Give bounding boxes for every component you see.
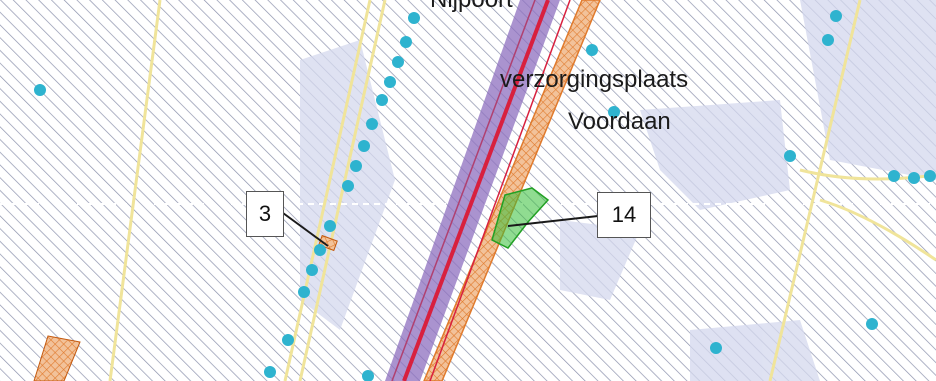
orange-block-bottom-left[interactable]: [33, 335, 81, 381]
marker-dot-icon[interactable]: [342, 180, 354, 192]
landuse-patch: [640, 100, 790, 210]
landuse-patches: [300, 0, 936, 381]
road-line: [819, 198, 936, 262]
marker-dot-icon[interactable]: [314, 244, 326, 256]
road-line: [283, 0, 372, 381]
marker-dot-icon[interactable]: [608, 106, 620, 118]
marker-dot-icon[interactable]: [282, 334, 294, 346]
callout-3[interactable]: 3: [246, 191, 284, 237]
marker-dot-icon[interactable]: [366, 118, 378, 130]
callout-14[interactable]: 14: [597, 192, 651, 238]
railway-corridor: [385, 0, 601, 381]
landuse-patch: [800, 0, 936, 180]
marker-dot-icon[interactable]: [358, 140, 370, 152]
marker-dot-icon[interactable]: [830, 10, 842, 22]
marker-dot-icon[interactable]: [924, 170, 936, 182]
marker-dot-icon[interactable]: [866, 318, 878, 330]
rail-thin-line: [391, 0, 536, 381]
marker-dot-icon[interactable]: [376, 94, 388, 106]
marker-dot-icon[interactable]: [384, 76, 396, 88]
marker-dot-icon[interactable]: [400, 36, 412, 48]
marker-dot-icon[interactable]: [392, 56, 404, 68]
marker-dot-icon[interactable]: [362, 370, 374, 381]
landuse-patch: [690, 320, 820, 381]
landuse-patch: [560, 220, 640, 300]
marker-dot-icon[interactable]: [784, 150, 796, 162]
place-label-nijpoort: Nijpoort: [430, 0, 513, 12]
marker-dot-icon[interactable]: [306, 264, 318, 276]
marker-dot-icon[interactable]: [822, 34, 834, 46]
rail-red-line: [402, 0, 550, 381]
marker-dot-icon[interactable]: [908, 172, 920, 184]
marker-dot-icon[interactable]: [586, 44, 598, 56]
place-label-rest-area-name: Voordaan: [568, 108, 671, 135]
marker-dot-icon[interactable]: [324, 220, 336, 232]
green-polygon-icon[interactable]: [491, 187, 550, 249]
rail-purple-band: [385, 0, 560, 381]
yellow-roads: [108, 0, 936, 381]
marker-dot-icon[interactable]: [264, 366, 276, 378]
marker-dot-icon[interactable]: [298, 286, 310, 298]
road-line: [298, 0, 387, 381]
place-label-rest-area: verzorgingsplaats: [500, 66, 689, 93]
marker-dot-icon[interactable]: [408, 12, 420, 24]
marker-dot-icon[interactable]: [350, 160, 362, 172]
rail-red-thin: [429, 0, 571, 381]
marker-dot-icon[interactable]: [710, 342, 722, 354]
road-line: [108, 0, 162, 381]
marker-dot-icon[interactable]: [888, 170, 900, 182]
callout-3-leader: [282, 212, 329, 247]
marker-dot-icon[interactable]: [34, 84, 46, 96]
point-markers: [34, 10, 936, 381]
road-line: [768, 0, 862, 381]
callout-14-leader: [507, 215, 599, 227]
